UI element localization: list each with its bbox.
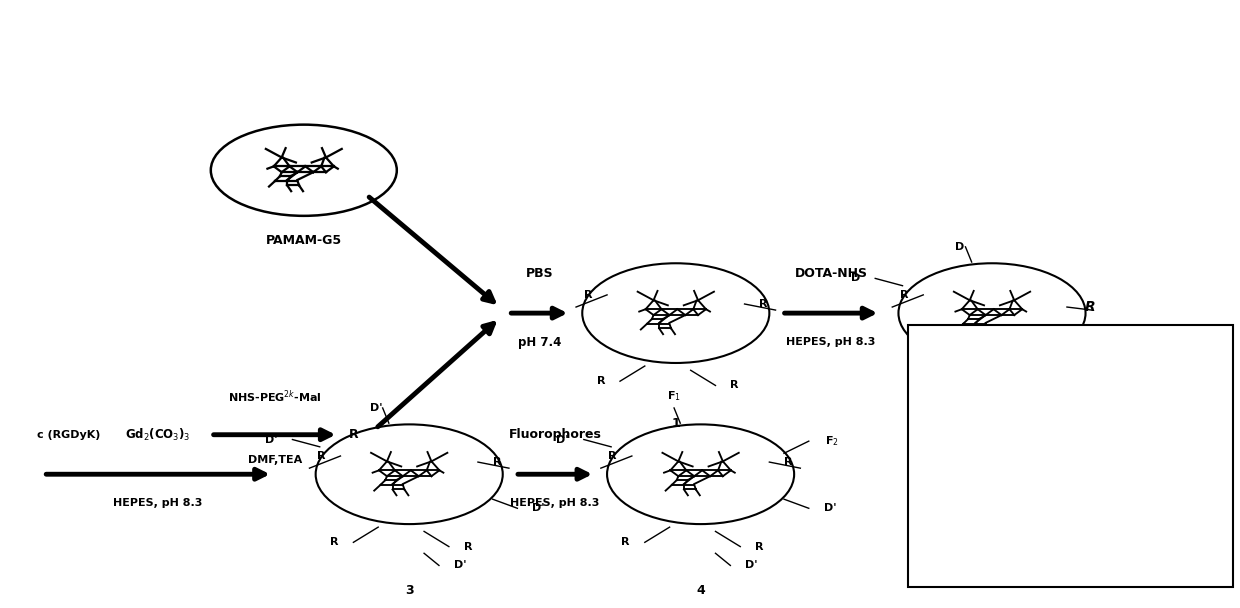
Text: R: R — [492, 457, 501, 467]
Text: 2: 2 — [993, 417, 1003, 430]
Text: F$_2$: F$_2$ — [825, 434, 838, 448]
Text: D = DOTA: D = DOTA — [929, 407, 993, 420]
Text: R: R — [1084, 300, 1095, 314]
Text: D': D' — [745, 561, 758, 570]
Text: D': D' — [823, 503, 836, 513]
Text: D: D — [955, 242, 963, 252]
FancyBboxPatch shape — [908, 325, 1233, 587]
Text: R: R — [348, 428, 358, 441]
Text: c (RGDyK): c (RGDyK) — [37, 430, 100, 440]
Text: R: R — [584, 290, 593, 300]
Text: R: R — [913, 376, 921, 386]
Text: R: R — [755, 542, 764, 551]
Text: R: R — [317, 451, 326, 461]
Text: D': D' — [532, 503, 544, 513]
Text: R: R — [784, 457, 792, 467]
Text: D': D' — [265, 435, 278, 444]
Text: F$_1$: F$_1$ — [667, 389, 681, 402]
Text: R: R — [900, 290, 909, 300]
Text: R: R — [464, 542, 472, 551]
Text: R: R — [621, 537, 630, 547]
Text: 4: 4 — [696, 584, 706, 598]
Text: R: R — [730, 381, 739, 390]
Text: pH 7.4: pH 7.4 — [518, 336, 560, 349]
Text: R: R — [330, 537, 339, 547]
Text: D: D — [1115, 342, 1125, 352]
Text: R: R — [1047, 381, 1055, 390]
Text: D': D' — [557, 435, 569, 444]
Text: Gd$_2$(CO$_3$)$_3$: Gd$_2$(CO$_3$)$_3$ — [125, 427, 191, 443]
Text: R: R — [759, 299, 768, 309]
Text: D’ = Gd-DOTA: D’ = Gd-DOTA — [929, 452, 1021, 466]
Text: R: R — [596, 376, 605, 386]
Text: F$_2$ = Fluorophore 2: F$_2$ = Fluorophore 2 — [929, 542, 1055, 559]
Text: NHS-PEG$^{2k}$-Mal: NHS-PEG$^{2k}$-Mal — [228, 389, 322, 406]
Text: HEPES, pH 8.3: HEPES, pH 8.3 — [786, 337, 875, 347]
Text: Fluorophores: Fluorophores — [508, 428, 601, 441]
Text: DMF,TEA: DMF,TEA — [248, 455, 303, 465]
Text: F$_1$ = Fluorophore 1: F$_1$ = Fluorophore 1 — [929, 496, 1055, 513]
Text: HEPES, pH 8.3: HEPES, pH 8.3 — [511, 499, 600, 508]
Text: R: R — [609, 451, 618, 461]
Text: D: D — [1037, 398, 1045, 407]
Text: D': D' — [371, 403, 383, 413]
Text: D': D' — [454, 561, 466, 570]
Text: DOTA-NHS: DOTA-NHS — [795, 267, 868, 280]
Text: R ≈ PEG-c (RGDyK): R ≈ PEG-c (RGDyK) — [929, 361, 1054, 375]
Text: 1: 1 — [671, 417, 681, 430]
Text: PBS: PBS — [526, 267, 553, 280]
Text: PAMAM-G5: PAMAM-G5 — [265, 234, 342, 247]
Text: HEPES, pH 8.3: HEPES, pH 8.3 — [113, 499, 203, 508]
Text: D: D — [851, 274, 861, 283]
Text: 3: 3 — [405, 584, 413, 598]
